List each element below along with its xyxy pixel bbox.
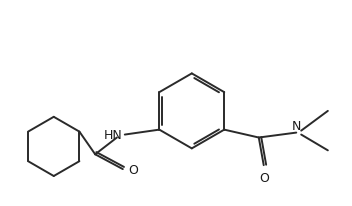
Text: HN: HN <box>104 128 123 141</box>
Text: O: O <box>129 163 139 176</box>
Text: O: O <box>259 171 269 184</box>
Text: N: N <box>291 119 301 132</box>
